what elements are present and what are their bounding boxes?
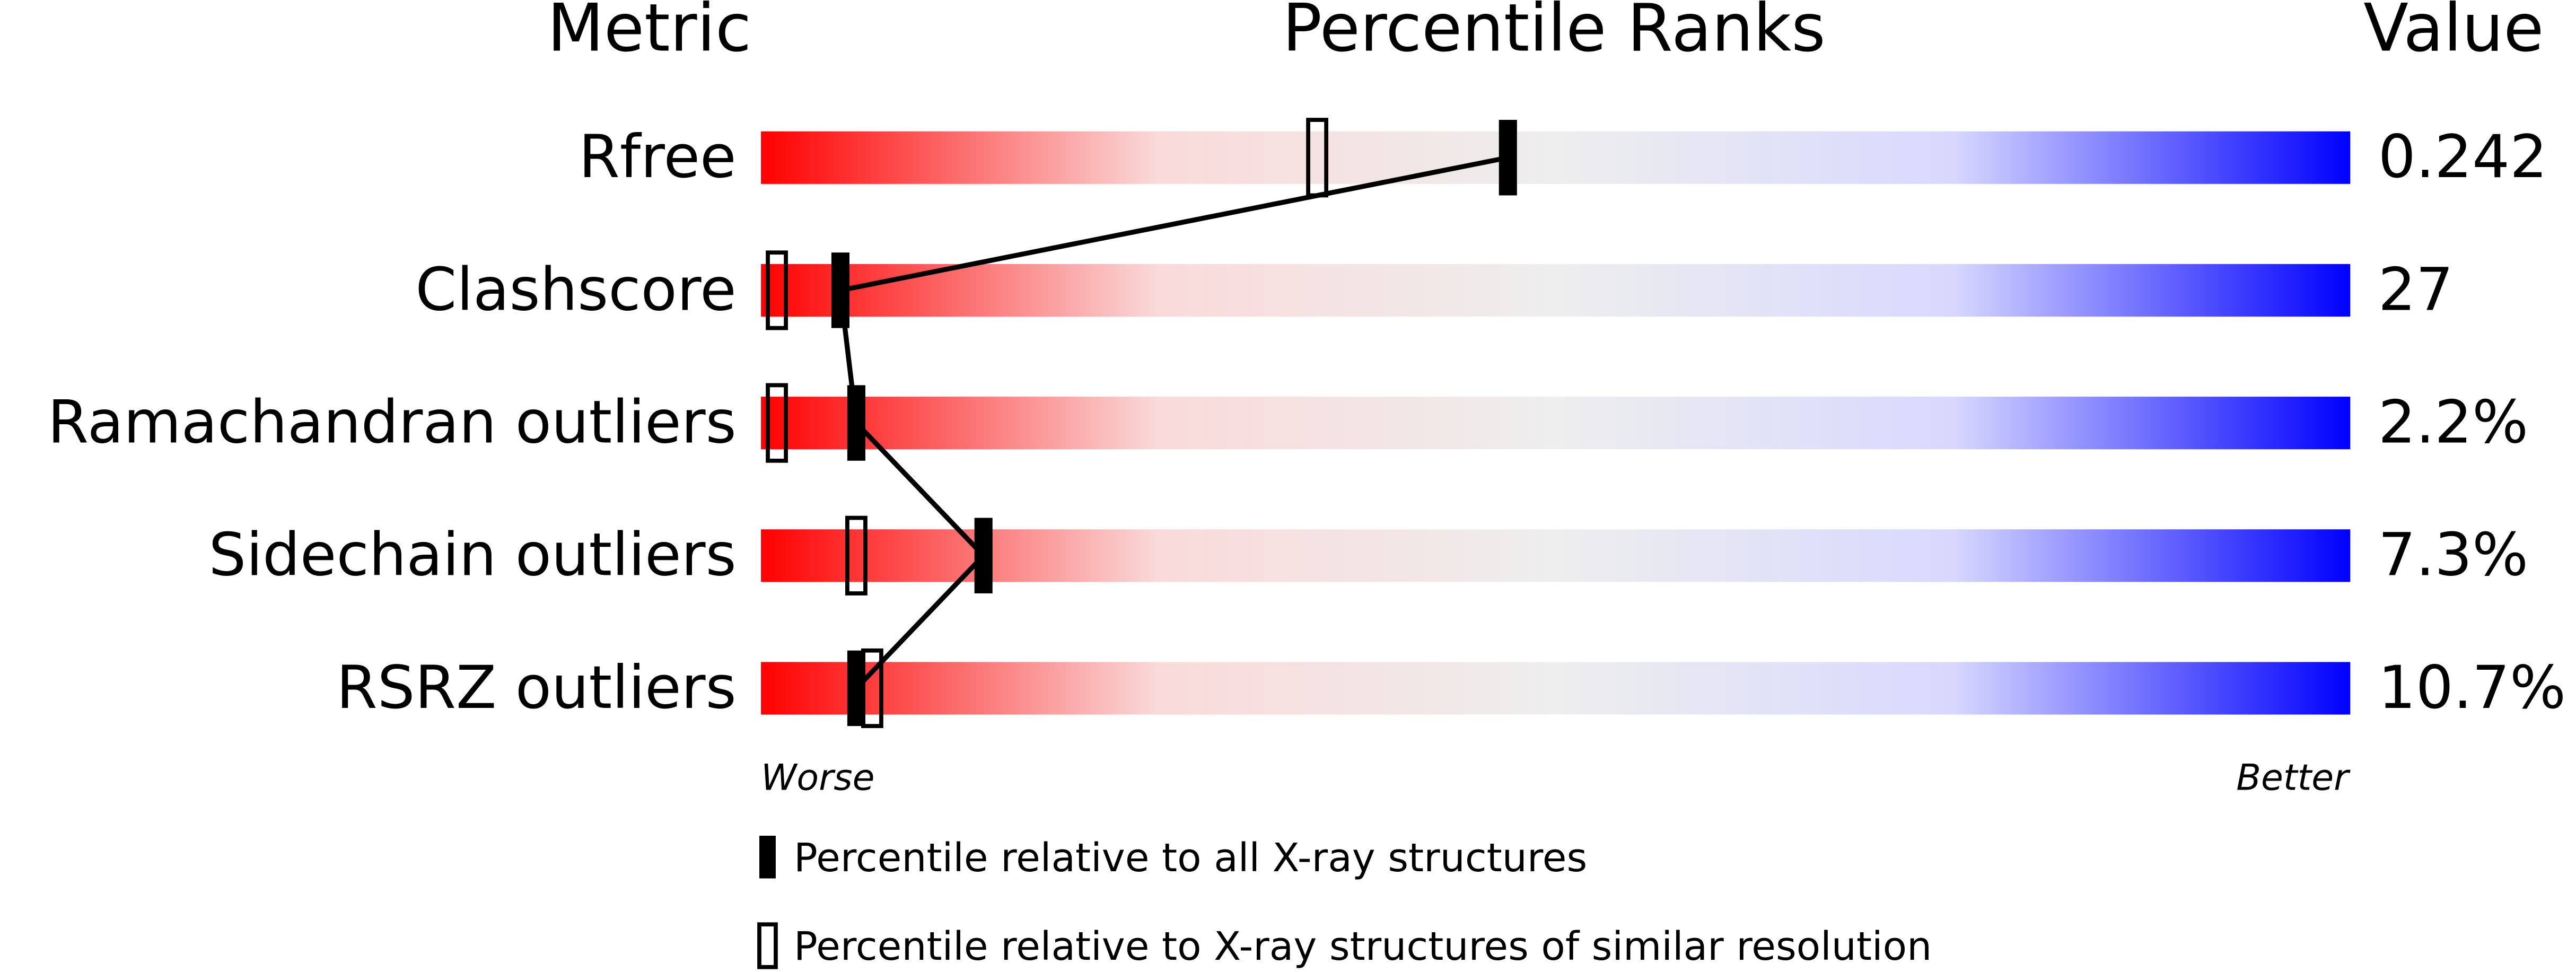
metric-value: 10.7% bbox=[2378, 654, 2566, 722]
legend-swatch bbox=[757, 922, 778, 969]
percentile-bar bbox=[761, 131, 2351, 184]
value-header: Value bbox=[2363, 0, 2544, 67]
similar-marker bbox=[1306, 118, 1329, 198]
axis-right-label: Better bbox=[2236, 757, 2351, 799]
metric-value: 7.3% bbox=[2378, 521, 2528, 590]
all-marker bbox=[847, 650, 865, 726]
chart-title: Percentile Ranks bbox=[1282, 0, 1825, 67]
metric-header: Metric bbox=[547, 0, 751, 67]
metric-value: 27 bbox=[2378, 256, 2454, 324]
metric-label: RSRZ outliers bbox=[336, 654, 736, 722]
metric-label: Ramachandran outliers bbox=[48, 389, 737, 457]
metric-label: Sidechain outliers bbox=[208, 521, 736, 590]
all-marker bbox=[847, 385, 865, 461]
metric-label: Clashscore bbox=[415, 256, 736, 324]
percentile-bar bbox=[761, 397, 2351, 450]
all-marker bbox=[831, 252, 849, 328]
percentile-bar bbox=[761, 264, 2351, 317]
all-marker bbox=[974, 518, 993, 593]
similar-marker bbox=[845, 515, 868, 596]
similar-marker bbox=[766, 250, 788, 330]
metric-value: 0.242 bbox=[2378, 123, 2547, 191]
legend-label: Percentile relative to all X-ray structu… bbox=[794, 835, 1587, 881]
all-marker bbox=[1499, 120, 1517, 196]
percentile-bar bbox=[761, 662, 2351, 715]
legend-swatch bbox=[759, 836, 776, 879]
similar-marker bbox=[766, 383, 788, 463]
percentile-bar bbox=[761, 529, 2351, 582]
legend-label: Percentile relative to X-ray structures … bbox=[794, 923, 1932, 969]
metric-value: 2.2% bbox=[2378, 389, 2528, 457]
metric-label: Rfree bbox=[579, 123, 736, 191]
axis-left-label: Worse bbox=[761, 757, 874, 799]
